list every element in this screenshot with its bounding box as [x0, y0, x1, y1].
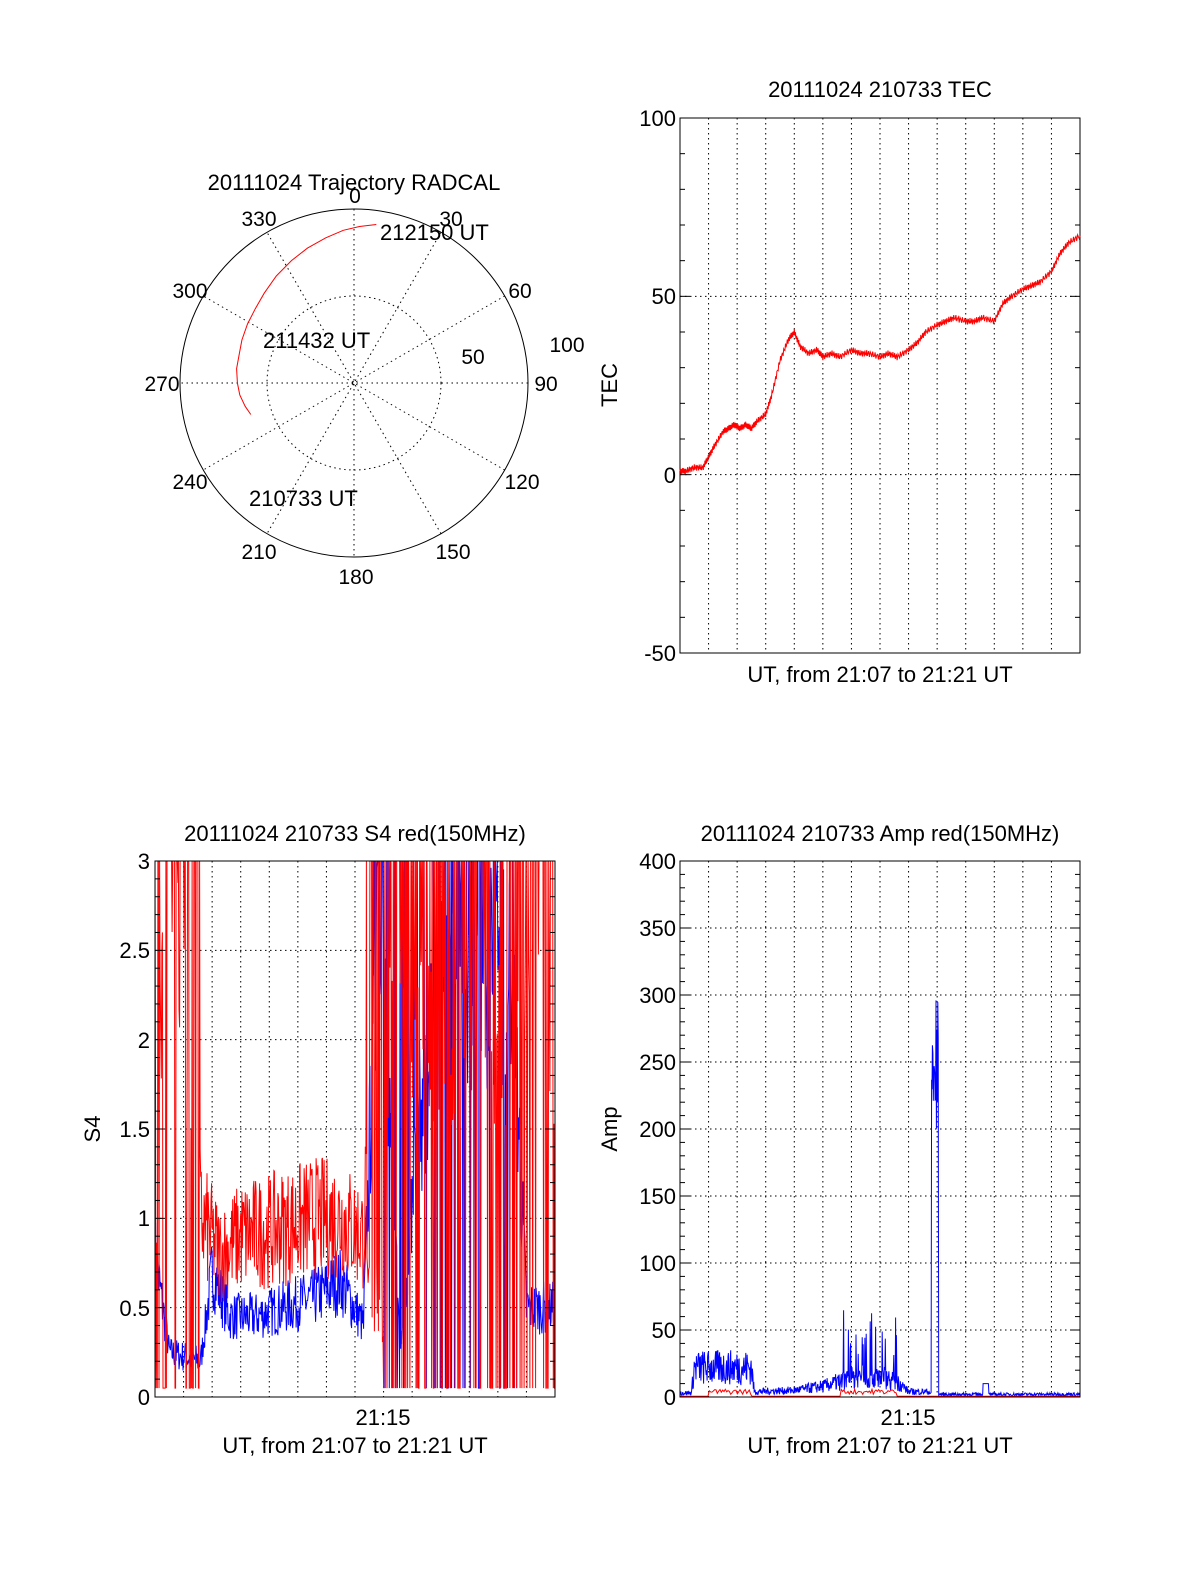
trajectory-line	[236, 224, 377, 415]
s4-xlabel: UT, from 21:07 to 21:21 UT	[222, 1433, 487, 1458]
amp-ylabel: Amp	[597, 1106, 622, 1151]
polar-angle-label: 180	[338, 566, 373, 589]
s4-ytick-label: 2	[138, 1028, 150, 1053]
amp-y-tick-labels: 0 50 100 150 200 250 300 350 400	[639, 849, 676, 1410]
polar-angle-label: 330	[241, 208, 276, 231]
tec-ticks	[680, 153, 1080, 618]
s4-panel: 20111024 210733 S4 red(150MHz) 0 0.5 1 1…	[80, 821, 556, 1458]
amp-ytick-label: 200	[639, 1117, 676, 1142]
amp-blue-line	[679, 1000, 1081, 1398]
tec-xlabel: UT, from 21:07 to 21:21 UT	[747, 662, 1012, 687]
trajectory-annotation-end: 212150 UT	[380, 220, 489, 245]
tec-grid	[680, 118, 1080, 653]
s4-ytick-label: 3	[138, 849, 150, 874]
amp-red-line	[680, 1387, 1080, 1397]
amp-ytick-label: 250	[639, 1050, 676, 1075]
s4-ytick-label: 0	[138, 1385, 150, 1410]
amp-title: 20111024 210733 Amp red(150MHz)	[701, 821, 1060, 846]
tec-title: 20111024 210733 TEC	[768, 77, 992, 102]
amp-red-series	[680, 1387, 1080, 1397]
polar-angle-label: 240	[172, 471, 207, 494]
polar-grid	[180, 209, 528, 557]
s4-ytick-label: 1	[138, 1206, 150, 1231]
polar-angle-label: 90	[534, 373, 557, 396]
amp-ytick-label: 150	[639, 1184, 676, 1209]
s4-ytick-label: 1.5	[119, 1117, 150, 1142]
tec-frame	[679, 117, 1081, 654]
tec-ytick-label: 50	[652, 284, 676, 309]
amp-ytick-label: 100	[639, 1251, 676, 1276]
polar-angle-label: 120	[504, 471, 539, 494]
amp-panel: 20111024 210733 Amp red(150MHz) 0 50 100…	[597, 821, 1081, 1458]
s4-ticks	[155, 878, 555, 1380]
polar-angle-label: 210	[241, 541, 276, 564]
amp-ytick-label: 300	[639, 983, 676, 1008]
polar-outer-ring	[179, 208, 529, 558]
amp-ytick-label: 0	[664, 1385, 676, 1410]
polar-angle-label: 300	[172, 280, 207, 303]
trajectory-annotation-mid: 211432 UT	[263, 328, 370, 353]
trajectory-annotation-start: 210733 UT	[249, 486, 358, 511]
polar-angle-label: 270	[144, 373, 179, 396]
polar-angle-label: 60	[508, 280, 531, 303]
s4-xtick-label: 21:15	[355, 1405, 410, 1430]
polar-angle-labels: 0 30 60 90 120 150 180 210 240 270 300 330	[144, 185, 557, 589]
amp-ytick-label: 50	[652, 1318, 676, 1343]
tec-ytick-label: 100	[639, 106, 676, 131]
trajectory-panel: 20111024 Trajectory RADCAL 0 30 60 90 120 150…	[144, 170, 584, 589]
s4-ytick-label: 0.5	[119, 1296, 150, 1321]
tec-panel: 20111024 210733 TEC -50 0 50 100 TEC UT,…	[597, 77, 1081, 687]
amp-ytick-label: 350	[639, 916, 676, 941]
polar-radial-label-50: 50	[461, 346, 484, 369]
s4-title: 20111024 210733 S4 red(150MHz)	[184, 821, 526, 846]
polar-grid-spoke	[266, 232, 442, 534]
tec-y-tick-labels: -50 0 50 100	[639, 106, 676, 666]
s4-ytick-label: 2.5	[119, 938, 150, 963]
trajectory-title: 20111024 Trajectory RADCAL	[208, 170, 501, 195]
amp-xlabel: UT, from 21:07 to 21:21 UT	[747, 1433, 1012, 1458]
tec-ylabel: TEC	[597, 363, 622, 407]
amp-xtick-label: 21:15	[880, 1405, 935, 1430]
tec-ytick-label: -50	[644, 641, 676, 666]
amp-ticks	[680, 873, 1080, 1385]
polar-angle-label: 30	[439, 208, 462, 231]
tec-ytick-label: 0	[664, 463, 676, 488]
tec-series-line	[679, 232, 1081, 475]
polar-angle-label: 0	[349, 185, 361, 208]
amp-grid	[680, 861, 1080, 1397]
amp-blue-series	[679, 1000, 1081, 1398]
s4-ylabel: S4	[80, 1116, 105, 1143]
amp-ytick-label: 400	[639, 849, 676, 874]
s4-y-tick-labels: 0 0.5 1 1.5 2 2.5 3	[119, 849, 150, 1410]
polar-grid-ring	[266, 295, 442, 471]
polar-angle-label: 150	[435, 541, 470, 564]
polar-grid-spoke	[266, 232, 442, 534]
polar-radial-label-100: 100	[549, 334, 584, 357]
